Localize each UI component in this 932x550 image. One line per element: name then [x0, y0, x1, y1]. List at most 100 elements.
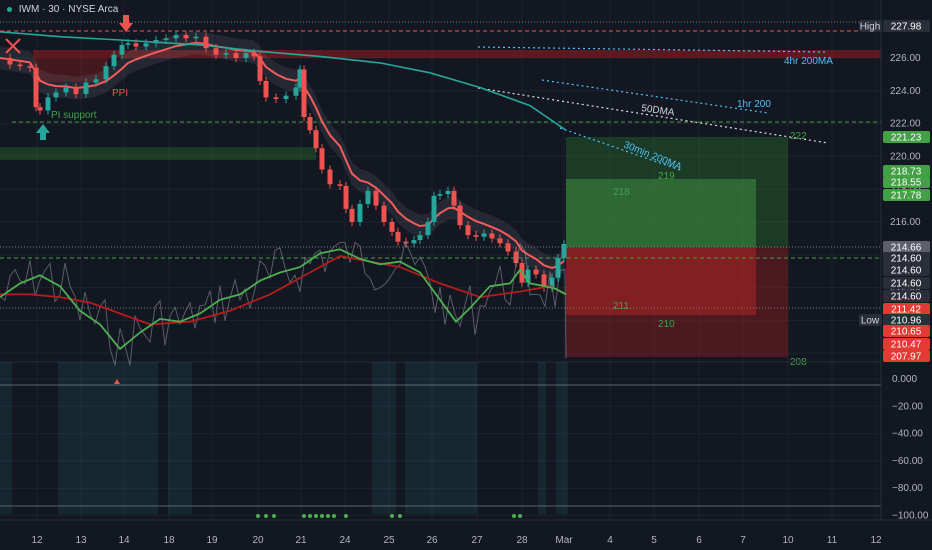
signal-dot — [308, 514, 312, 518]
candle-body — [173, 35, 179, 39]
candle-body — [297, 69, 303, 88]
profit-zone-inner — [566, 179, 756, 247]
horizontal-levels — [0, 21, 881, 309]
indicator-tick: −40.00 — [892, 429, 923, 440]
signal-dot — [398, 514, 402, 518]
symbol-label[interactable]: IWM — [18, 4, 40, 15]
loss-zone-outer — [566, 247, 788, 357]
price-label-box — [883, 241, 930, 253]
indicator-tick: −100.00 — [892, 511, 929, 522]
signal-dot — [390, 514, 394, 518]
price-label: 211.42 — [891, 305, 921, 316]
price-label: 214.60 — [891, 266, 922, 277]
price-axis[interactable]: 226.00224.00222.00220.00218.00216.00214.… — [859, 0, 932, 520]
candle-body — [203, 36, 209, 49]
time-tick: 7 — [740, 535, 746, 546]
annotation-1hr-200: 1hr 200 — [737, 99, 771, 110]
candle-body — [365, 190, 371, 204]
time-axis[interactable]: 12 13 14 18 19 20 21 24 25 26 27 28 Mar 4 5 6 7 10 11 12 — [0, 519, 932, 546]
level-label-222: 222 — [790, 131, 807, 142]
candle-body — [381, 205, 387, 222]
candle-body — [445, 190, 451, 195]
level-label-219: 219 — [658, 171, 675, 182]
signal-dot — [512, 514, 516, 518]
candle-body — [33, 67, 39, 108]
price-label-box — [883, 20, 930, 32]
time-tick: 19 — [206, 535, 218, 546]
price-label: 214.66 — [891, 243, 922, 254]
price-label: 214.60 — [891, 279, 922, 290]
level-label-211: 211 — [613, 301, 629, 312]
candle-body — [213, 48, 219, 55]
candle-body — [437, 194, 443, 196]
candle-body — [465, 225, 471, 236]
candle-body — [489, 233, 495, 239]
annotation-50dma: 50DMA — [641, 103, 676, 119]
candle-body — [63, 87, 69, 93]
price-label: 218.73 — [891, 167, 922, 178]
price-tick: 222.00 — [890, 119, 921, 130]
annotation-4hr-200ma: 4hr 200MA — [784, 56, 833, 67]
ema-ribbon — [0, 31, 564, 280]
candle-body — [337, 184, 343, 186]
price-label: 221.23 — [891, 133, 922, 144]
candle-body — [45, 97, 51, 111]
candle-body — [93, 79, 99, 83]
time-tick: 5 — [651, 535, 657, 546]
candle-body — [263, 80, 269, 98]
long-position-tool[interactable] — [566, 137, 788, 357]
oscillator-peak-marker — [114, 379, 120, 384]
price-tick: 226.00 — [890, 53, 921, 64]
candle-body — [319, 148, 325, 170]
time-tick: 11 — [827, 535, 838, 546]
candle-body — [497, 238, 503, 244]
candle-body — [119, 44, 125, 55]
interval-label[interactable]: 30 — [48, 4, 60, 15]
candle-body — [513, 251, 519, 263]
candle-body — [293, 87, 299, 96]
arrow-up-icon — [36, 124, 50, 140]
candle-body — [251, 53, 257, 57]
candle-body — [233, 53, 239, 58]
indicator-pane — [0, 241, 881, 518]
trend-lines — [477, 46, 829, 171]
time-tick: 10 — [782, 535, 794, 546]
candle-body — [389, 222, 395, 232]
price-label: 217.78 — [891, 191, 922, 202]
candle-body — [457, 205, 463, 226]
price-label-tag-box — [859, 314, 882, 326]
level-label-218: 218 — [613, 187, 630, 198]
candle-body — [307, 117, 313, 131]
trendline-50dma — [477, 87, 829, 144]
indicator-axis[interactable]: 0.000 −20.00 −40.00 −60.00 −80.00 −100.00 — [892, 374, 929, 522]
time-tick: 28 — [516, 535, 528, 546]
time-tick: 21 — [295, 535, 307, 546]
time-tick: 18 — [163, 535, 175, 546]
time-tick: 27 — [471, 535, 483, 546]
time-tick: 26 — [426, 535, 438, 546]
chart-markers — [5, 15, 133, 140]
price-label-tag: Low — [861, 316, 880, 327]
exchange-label: NYSE Arca — [68, 4, 119, 15]
candle-body — [481, 233, 487, 237]
signal-dot — [256, 514, 260, 518]
time-tick: 20 — [252, 535, 264, 546]
chart-header[interactable]: IWM · 30 · NYSE Arca — [7, 4, 118, 15]
candle-body — [373, 190, 379, 206]
indicator-tick: 0.000 — [892, 374, 917, 385]
candle-body — [125, 43, 131, 45]
indicator-tick: −60.00 — [892, 456, 923, 467]
candle-body — [257, 56, 263, 81]
arrow-down-icon — [119, 15, 133, 32]
price-label-box — [883, 131, 930, 143]
candle-body — [561, 243, 567, 259]
signal-dot — [518, 514, 522, 518]
annotation-pi-support: PI support — [51, 110, 97, 121]
candle-body — [349, 208, 355, 222]
time-tick: 6 — [696, 535, 702, 546]
candle-body — [183, 35, 189, 39]
candle-body — [541, 274, 547, 288]
signal-dot — [264, 514, 268, 518]
market-status-icon — [7, 6, 12, 12]
